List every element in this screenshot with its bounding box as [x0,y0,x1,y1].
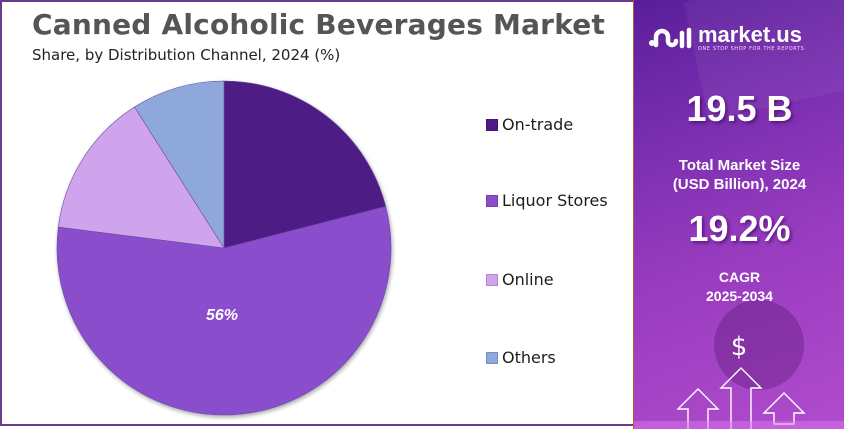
market-size-value: 19.5 B [686,88,793,129]
slice-others [134,80,225,250]
legend-swatch [486,273,498,286]
market-size-label-line2: (USD Billion), 2024 [672,176,807,193]
legend-label: Liquor Stores [502,191,608,210]
market-us-logo-icon [649,27,692,49]
legend-label: Others [502,348,556,367]
legend-swatch [486,118,498,131]
legend-label: Online [502,270,554,289]
legend-label: On-trade [502,115,574,134]
pie-chart: 56% [56,80,392,416]
legend-item-liquor-stores: Liquor Stores [486,191,608,210]
brand-logo: market.us ONE STOP SHOP FOR THE REPORTS [648,24,804,52]
dollar-icon: $ [731,332,748,362]
legend-item-on-trade: On-trade [486,115,573,134]
slice-online [57,106,225,249]
chart-frame: Canned Alcoholic Beverages Market Share,… [0,0,633,426]
brand-tagline: ONE STOP SHOP FOR THE REPORTS [698,46,805,52]
legend-swatch [486,351,498,364]
summary-panel: market.us ONE STOP SHOP FOR THE REPORTS … [633,0,844,429]
cagr-value: 19.2% [688,208,791,249]
brand-name: market.us [698,22,802,47]
cagr-label-line2: 2025-2034 [706,288,773,304]
decorative-strip [634,421,844,429]
growth-arrows-icon: $ [676,332,806,429]
cagr-label: CAGR 2025-2034 [634,268,844,306]
legend-item-others: Others [486,348,556,367]
slice-on-trade [223,80,387,249]
market-size-label: Total Market Size (USD Billion), 2024 [634,156,844,194]
chart-subtitle: Share, by Distribution Channel, 2024 (%) [32,46,341,64]
cagr-label-line1: CAGR [718,269,761,285]
chart-title: Canned Alcoholic Beverages Market [32,8,606,41]
market-size-label-line1: Total Market Size [678,157,801,174]
legend-swatch [486,194,498,207]
legend-item-online: Online [486,270,554,289]
slice-label-liquor-stores: 56% [206,307,238,324]
decorative-circle [714,300,804,390]
slice-liquor-stores [56,206,392,416]
